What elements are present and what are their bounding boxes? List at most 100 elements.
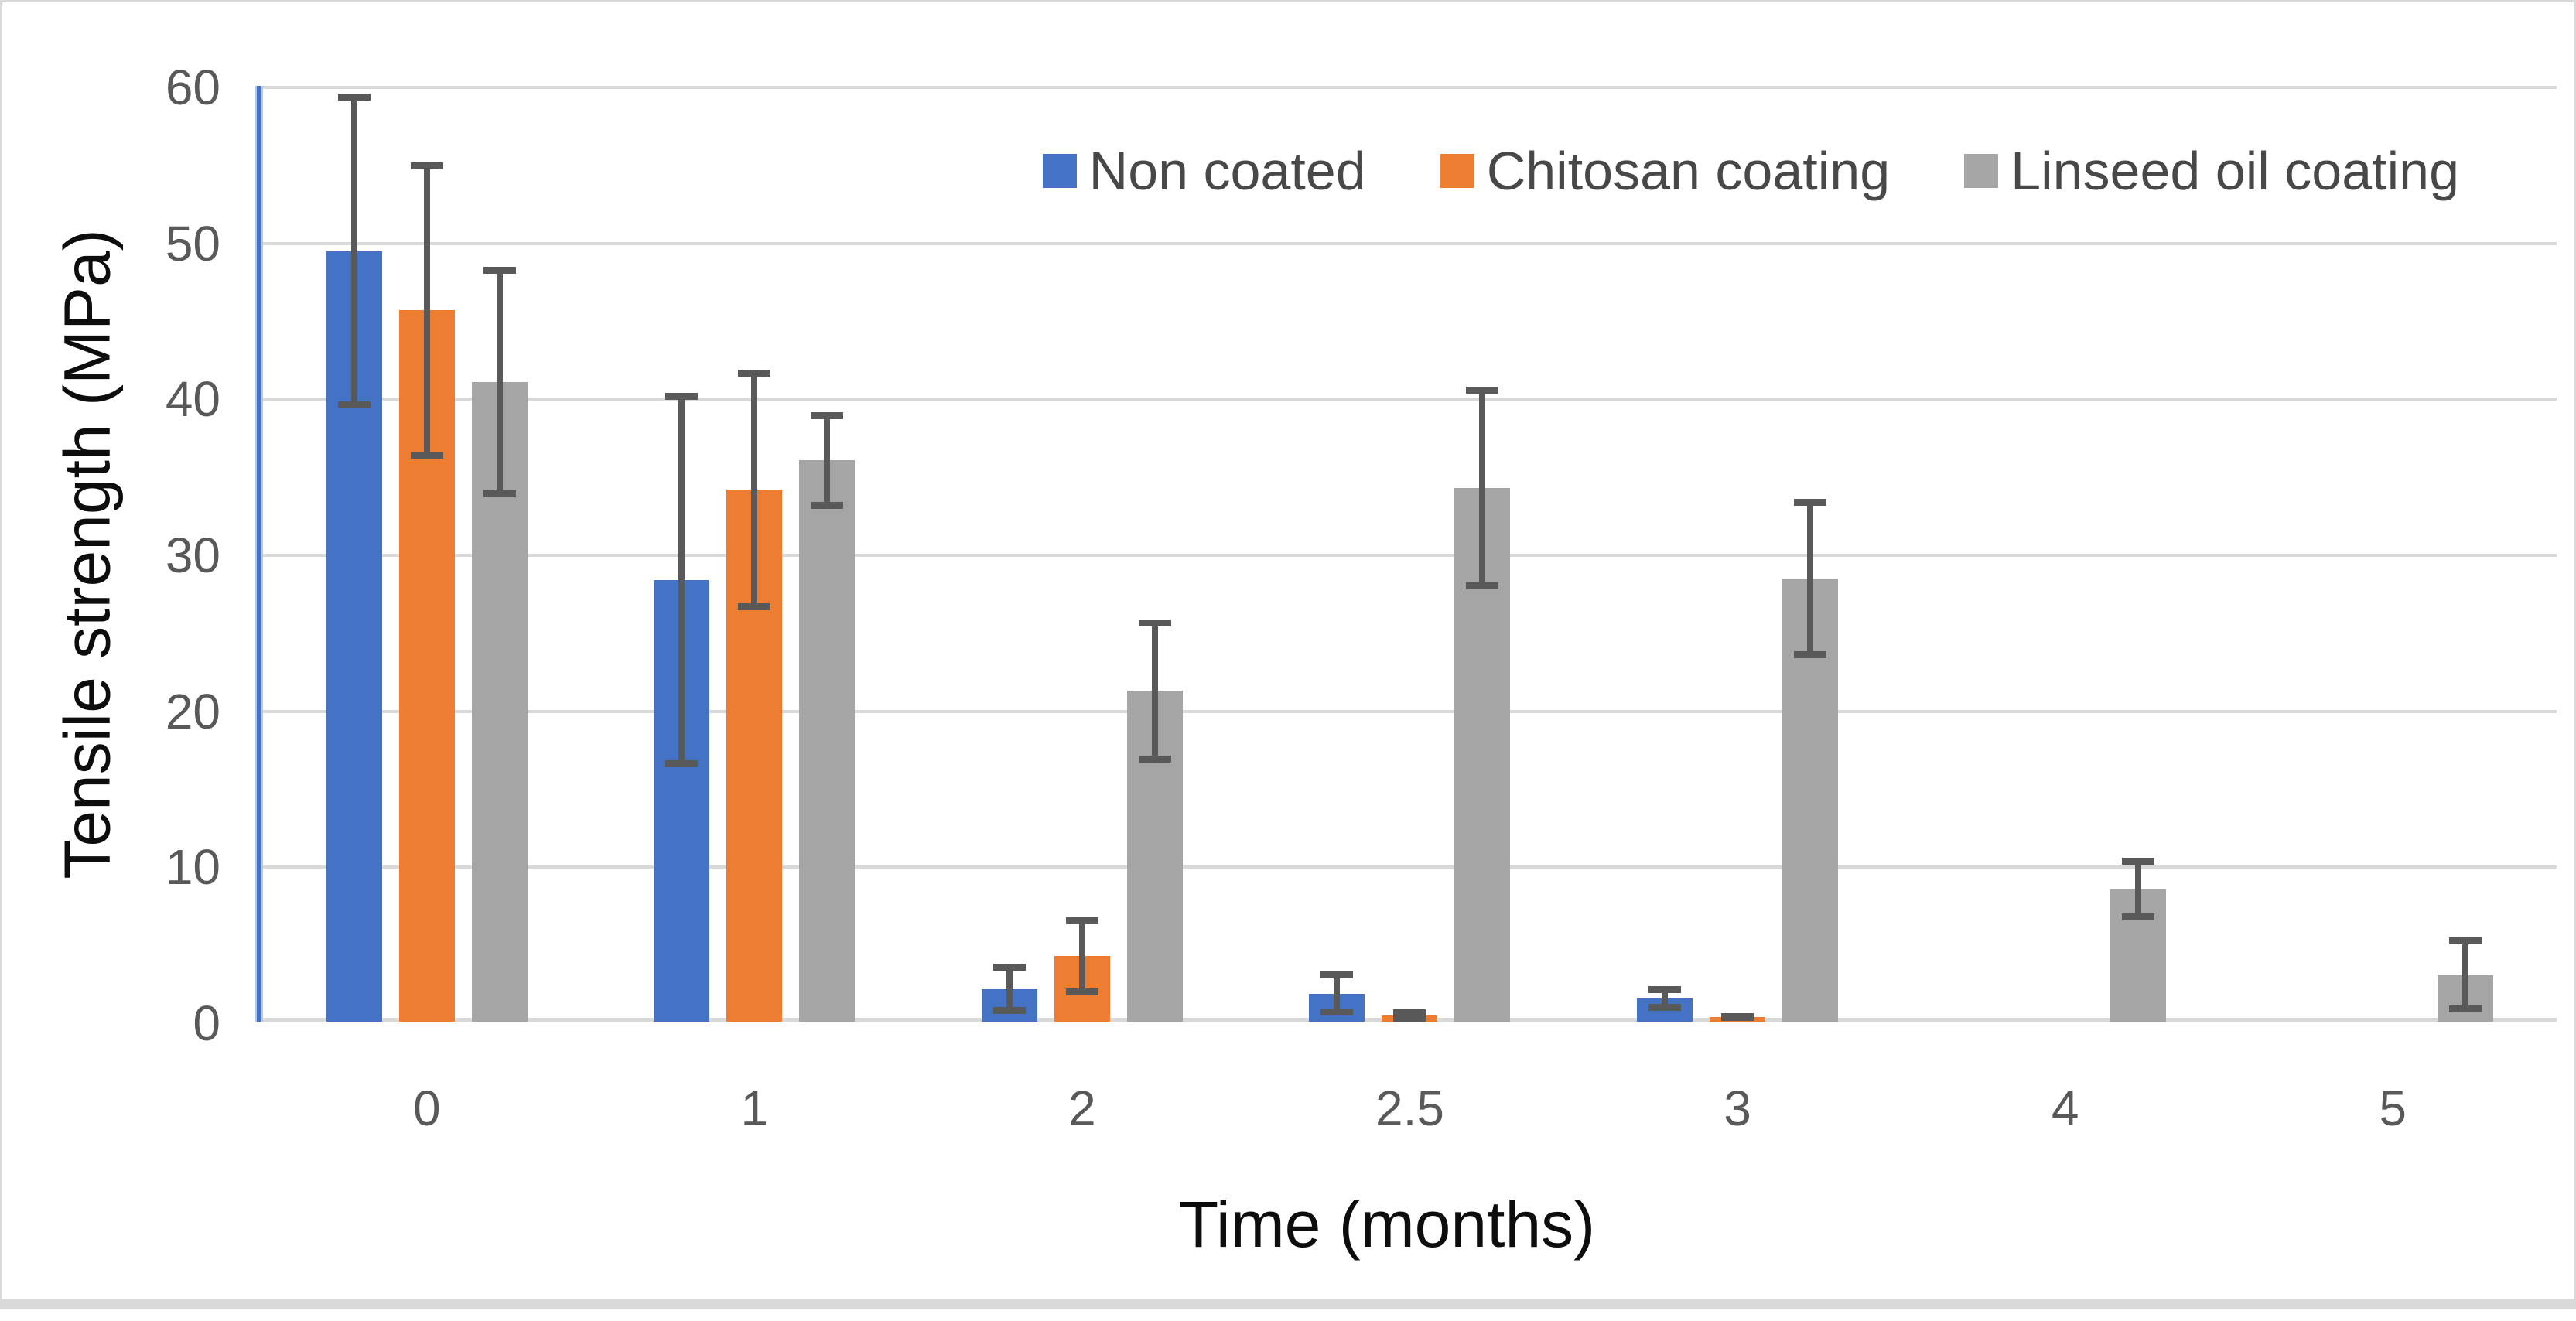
y-axis-line xyxy=(255,86,263,1022)
error-bar-chitosan-coating-3 xyxy=(1721,1012,1754,1021)
bar-linseed-oil-coating-1 xyxy=(799,460,856,1022)
plot-area xyxy=(255,86,2557,1022)
error-bar-non-coated-3 xyxy=(1648,985,1682,1011)
bar-slot-non-coated-5 xyxy=(2292,86,2348,1022)
bar-group-4 xyxy=(1901,86,2229,1022)
legend: Non coated Chitosan coating Linseed oil co… xyxy=(1042,140,2459,202)
error-cap-bot xyxy=(665,760,699,768)
gridline-10 xyxy=(263,865,2557,869)
error-cap-bot xyxy=(1320,1008,1354,1015)
error-line xyxy=(2462,937,2469,1012)
x-tick-label-2: 2 xyxy=(1068,1080,1096,1136)
y-tick-label-10: 10 xyxy=(165,839,220,896)
legend-marker-linseed-oil-coating xyxy=(1964,154,1999,188)
bar-group-0 xyxy=(263,86,591,1022)
bar-slot-chitosan-coating-1 xyxy=(726,86,783,1022)
gridline-40 xyxy=(263,398,2557,401)
error-bar-linseed-oil-coating-2 xyxy=(1138,619,1171,763)
y-tick-label-20: 20 xyxy=(165,683,220,739)
error-cap-top xyxy=(1794,499,1827,507)
bar-group-3 xyxy=(1573,86,1901,1022)
error-line xyxy=(1334,971,1341,1015)
error-cap-top xyxy=(1065,917,1098,924)
error-line xyxy=(678,393,685,768)
y-tick-label-60: 60 xyxy=(165,60,220,115)
error-line xyxy=(496,266,503,498)
x-tick-label-3: 3 xyxy=(1724,1080,1751,1136)
error-line xyxy=(1662,985,1669,1011)
bar-slot-chitosan-coating-4 xyxy=(2038,86,2093,1022)
error-bar-chitosan-coating-2 xyxy=(1065,917,1098,995)
error-bar-non-coated-2 xyxy=(992,964,1026,1014)
x-axis-title: Time (months) xyxy=(1178,1188,1596,1261)
error-cap-bot xyxy=(2121,913,2154,920)
bar-slot-linseed-oil-coating-0 xyxy=(471,86,528,1022)
bar-slot-non-coated-1 xyxy=(654,86,710,1022)
gridline-20 xyxy=(263,709,2557,713)
error-line xyxy=(423,162,430,459)
error-cap-bot xyxy=(1065,988,1098,995)
error-cap-top xyxy=(992,964,1026,971)
error-cap-top xyxy=(1320,971,1354,979)
error-cap-top xyxy=(410,162,443,169)
y-tick-label-0: 0 xyxy=(193,995,220,1051)
error-bar-linseed-oil-coating-0 xyxy=(483,266,516,498)
error-cap-bot xyxy=(1794,651,1827,659)
legend-label-chitosan-coating: Chitosan coating xyxy=(1486,141,1891,201)
error-line xyxy=(2134,858,2141,920)
error-cap-bot xyxy=(738,602,771,610)
bar-slot-linseed-oil-coating-2.5 xyxy=(1454,86,1511,1022)
error-bar-chitosan-coating-1 xyxy=(738,370,771,610)
error-line xyxy=(1479,387,1486,590)
error-bar-non-coated-2.5 xyxy=(1320,971,1354,1015)
error-cap-bot xyxy=(337,401,371,409)
bar-slot-chitosan-coating-5 xyxy=(2365,86,2421,1022)
x-tick-label-0: 0 xyxy=(412,1080,441,1136)
error-cap-top xyxy=(483,266,516,274)
error-cap-top xyxy=(2121,858,2154,865)
legend-item-chitosan-coating: Chitosan coating xyxy=(1440,140,1890,202)
bar-slot-chitosan-coating-2 xyxy=(1054,86,1110,1022)
legend-marker-non-coated xyxy=(1042,154,1077,188)
error-cap-bot xyxy=(811,501,844,509)
error-cap-bot xyxy=(2449,1005,2482,1012)
error-cap-top xyxy=(2449,937,2482,945)
legend-marker-chitosan-coating xyxy=(1440,154,1474,188)
bar-slot-non-coated-0 xyxy=(326,86,382,1022)
error-cap-bot xyxy=(410,451,443,459)
error-bar-linseed-oil-coating-2.5 xyxy=(1466,387,1499,590)
error-cap-bot xyxy=(1138,756,1171,763)
bar-slot-linseed-oil-coating-5 xyxy=(2438,86,2494,1022)
error-cap-top xyxy=(1138,619,1171,626)
error-cap-top xyxy=(1648,985,1682,993)
error-cap-top xyxy=(811,411,844,419)
error-bar-non-coated-0 xyxy=(337,94,371,409)
error-cap-top xyxy=(738,370,771,377)
bar-group-5 xyxy=(2229,86,2557,1022)
gridline-60 xyxy=(263,86,2557,89)
error-line xyxy=(824,411,831,509)
x-tick-label-2.5: 2.5 xyxy=(1375,1080,1444,1136)
gridline-30 xyxy=(263,554,2557,557)
bar-slot-chitosan-coating-2.5 xyxy=(1382,86,1438,1022)
y-tick-label-30: 30 xyxy=(165,527,220,583)
error-cap-bot xyxy=(1393,1015,1426,1022)
error-cap-bot xyxy=(1466,582,1499,590)
bar-slot-chitosan-coating-0 xyxy=(398,86,455,1022)
bar-slot-linseed-oil-coating-3 xyxy=(1782,86,1839,1022)
bar-group-2.5 xyxy=(1246,86,1574,1022)
error-bar-linseed-oil-coating-3 xyxy=(1794,499,1827,659)
error-cap-bot xyxy=(1721,1014,1754,1021)
bar-slot-non-coated-2 xyxy=(981,86,1037,1022)
bar-slot-linseed-oil-coating-2 xyxy=(1126,86,1183,1022)
legend-label-non-coated: Non coated xyxy=(1088,141,1366,201)
y-tick-label-40: 40 xyxy=(165,371,220,428)
error-cap-top xyxy=(1393,1009,1426,1016)
legend-item-non-coated: Non coated xyxy=(1042,140,1366,202)
legend-label-linseed-oil-coating: Linseed oil coating xyxy=(2011,141,2459,201)
x-tick-label-5: 5 xyxy=(2379,1080,2407,1136)
error-line xyxy=(751,370,758,610)
legend-item-linseed-oil-coating: Linseed oil coating xyxy=(1964,140,2459,202)
x-tick-label-4: 4 xyxy=(2051,1080,2079,1136)
